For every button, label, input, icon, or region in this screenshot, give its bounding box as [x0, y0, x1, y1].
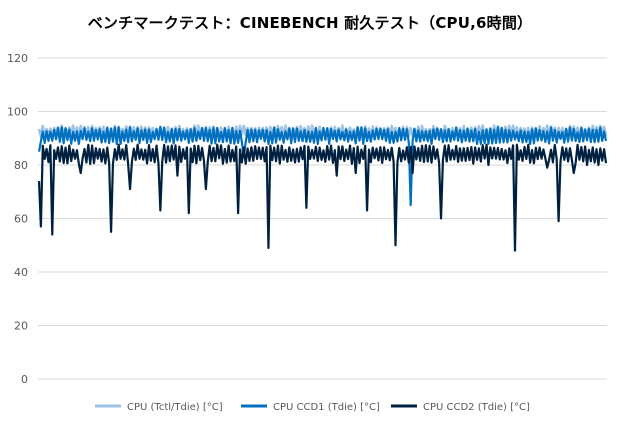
chart-title: ベンチマークテスト：CINEBENCH 耐久テスト（CPU,6時間） — [87, 14, 533, 32]
y-axis-ticks: 0 20 40 60 80 100 120 — [7, 52, 28, 386]
series-line-2 — [37, 126, 608, 207]
series-line-3 — [37, 143, 608, 252]
gridlines — [38, 57, 607, 380]
y-tick-label: 60 — [14, 213, 28, 226]
y-tick-label: 120 — [7, 52, 28, 65]
y-tick-label: 20 — [14, 320, 28, 333]
legend-label-3: CPU CCD2 (Tdie) [°C] — [423, 402, 530, 413]
y-tick-label: 40 — [14, 266, 28, 279]
legend-label-2: CPU CCD1 (Tdie) [°C] — [273, 402, 380, 413]
legend-label-1: CPU (Tctl/Tdie) [°C] — [127, 402, 223, 413]
series-lines — [37, 124, 608, 252]
y-tick-label: 100 — [7, 106, 28, 119]
y-tick-label: 80 — [14, 159, 28, 172]
y-tick-label: 0 — [21, 373, 28, 386]
legend: CPU (Tctl/Tdie) [°C] CPU CCD1 (Tdie) [°C]… — [95, 402, 530, 413]
